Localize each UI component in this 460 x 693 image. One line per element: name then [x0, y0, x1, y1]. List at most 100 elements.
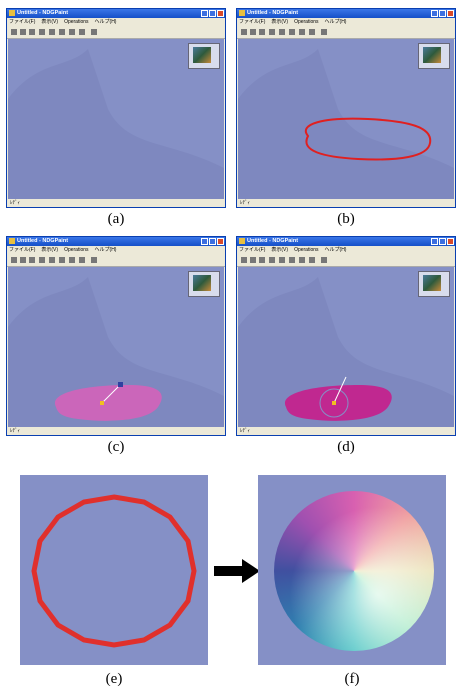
thumbnail-image: [193, 47, 211, 63]
menu-bar: ファイル(F) 表示(V) Operations ヘルプ(H): [7, 18, 225, 26]
tool-button[interactable]: [299, 257, 305, 263]
tool-button[interactable]: [79, 257, 85, 263]
tool-button[interactable]: [59, 29, 65, 35]
tool-button[interactable]: [91, 29, 97, 35]
canvas: [8, 267, 224, 427]
close-button[interactable]: [447, 10, 454, 17]
app-icon: [9, 238, 15, 244]
arrow: [212, 558, 262, 584]
tool-button[interactable]: [250, 29, 256, 35]
title-bar: Untitled - NDGPaint: [7, 9, 225, 18]
menu-item[interactable]: ファイル(F): [9, 19, 35, 25]
tool-button[interactable]: [309, 29, 315, 35]
status-bar: ﾚﾃﾞｨ: [7, 199, 225, 207]
menu-item[interactable]: 表示(V): [41, 19, 58, 25]
tool-button[interactable]: [49, 257, 55, 263]
caption: (c): [6, 439, 226, 456]
title-bar: Untitled - NDGPaint: [237, 237, 455, 246]
tool-button[interactable]: [269, 29, 275, 35]
figure: (e) (f) Untitled - NDGPaintファイル(F)表示(V)O…: [0, 0, 460, 693]
thumbnail: [188, 271, 220, 297]
thumbnail-image: [423, 275, 441, 291]
tool-button[interactable]: [250, 257, 256, 263]
tool-button[interactable]: [39, 257, 45, 263]
menu-item[interactable]: ファイル(F): [239, 19, 265, 25]
window-button[interactable]: [201, 238, 208, 245]
tool-button[interactable]: [11, 257, 17, 263]
menu-item[interactable]: ヘルプ(H): [325, 247, 347, 253]
window-button[interactable]: [209, 238, 216, 245]
tool-button[interactable]: [299, 29, 305, 35]
tool-button[interactable]: [11, 29, 17, 35]
app-icon: [9, 10, 15, 16]
close-button[interactable]: [217, 10, 224, 17]
tool-button[interactable]: [20, 257, 26, 263]
thumbnail: [418, 43, 450, 69]
caption: (b): [236, 211, 456, 228]
window-button[interactable]: [201, 10, 208, 17]
menu-item[interactable]: ファイル(F): [9, 247, 35, 253]
window-button[interactable]: [439, 238, 446, 245]
tool-button[interactable]: [269, 257, 275, 263]
caption: (f): [242, 671, 460, 688]
canvas: [238, 267, 454, 427]
menu-item[interactable]: 表示(V): [271, 19, 288, 25]
menu-item[interactable]: Operations: [64, 19, 88, 25]
tool-button[interactable]: [259, 257, 265, 263]
tool-button[interactable]: [20, 29, 26, 35]
window-button[interactable]: [431, 10, 438, 17]
menu-bar: ファイル(F) 表示(V) Operations ヘルプ(H): [7, 246, 225, 254]
tool-button[interactable]: [279, 29, 285, 35]
tool-button[interactable]: [259, 29, 265, 35]
tool-button[interactable]: [241, 257, 247, 263]
tool-button[interactable]: [79, 29, 85, 35]
window-button[interactable]: [209, 10, 216, 17]
tool-button[interactable]: [289, 257, 295, 263]
app-icon: [239, 10, 245, 16]
toolbar: [7, 254, 225, 267]
tool-button[interactable]: [59, 257, 65, 263]
menu-item[interactable]: ヘルプ(H): [95, 247, 117, 253]
menu-item[interactable]: ヘルプ(H): [95, 19, 117, 25]
window-title: Untitled - NDGPaint: [247, 10, 298, 16]
toolbar: [7, 26, 225, 39]
tool-button[interactable]: [321, 257, 327, 263]
outline-drawing: [20, 475, 208, 665]
close-button[interactable]: [447, 238, 454, 245]
tool-button[interactable]: [39, 29, 45, 35]
tool-button[interactable]: [49, 29, 55, 35]
app-window: Untitled - NDGPaint ファイル(F) 表示(V) Operation…: [6, 8, 226, 208]
menu-item[interactable]: ヘルプ(H): [325, 19, 347, 25]
window-button[interactable]: [439, 10, 446, 17]
result-panel: [258, 475, 446, 665]
tool-button[interactable]: [29, 29, 35, 35]
menu-item[interactable]: 表示(V): [41, 247, 58, 253]
menu-item[interactable]: Operations: [294, 247, 318, 253]
caption: (d): [236, 439, 456, 456]
menu-item[interactable]: Operations: [64, 247, 88, 253]
menu-item[interactable]: Operations: [294, 19, 318, 25]
menu-item[interactable]: ファイル(F): [239, 247, 265, 253]
menu-bar: ファイル(F) 表示(V) Operations ヘルプ(H): [237, 18, 455, 26]
tool-button[interactable]: [241, 29, 247, 35]
tool-button[interactable]: [91, 257, 97, 263]
window-button[interactable]: [431, 238, 438, 245]
tool-button[interactable]: [309, 257, 315, 263]
app-window: Untitled - NDGPaint ファイル(F) 表示(V) Operation…: [236, 8, 456, 208]
tool-button[interactable]: [279, 257, 285, 263]
menu-item[interactable]: 表示(V): [271, 247, 288, 253]
status-bar: ﾚﾃﾞｨ: [7, 427, 225, 435]
tool-button[interactable]: [69, 29, 75, 35]
app-icon: [239, 238, 245, 244]
tool-button[interactable]: [69, 257, 75, 263]
caption: (a): [6, 211, 226, 228]
tool-button[interactable]: [29, 257, 35, 263]
window-title: Untitled - NDGPaint: [247, 238, 298, 244]
tool-button[interactable]: [321, 29, 327, 35]
window-title: Untitled - NDGPaint: [17, 10, 68, 16]
tool-button[interactable]: [289, 29, 295, 35]
thumbnail-image: [423, 47, 441, 63]
menu-bar: ファイル(F) 表示(V) Operations ヘルプ(H): [237, 246, 455, 254]
close-button[interactable]: [217, 238, 224, 245]
